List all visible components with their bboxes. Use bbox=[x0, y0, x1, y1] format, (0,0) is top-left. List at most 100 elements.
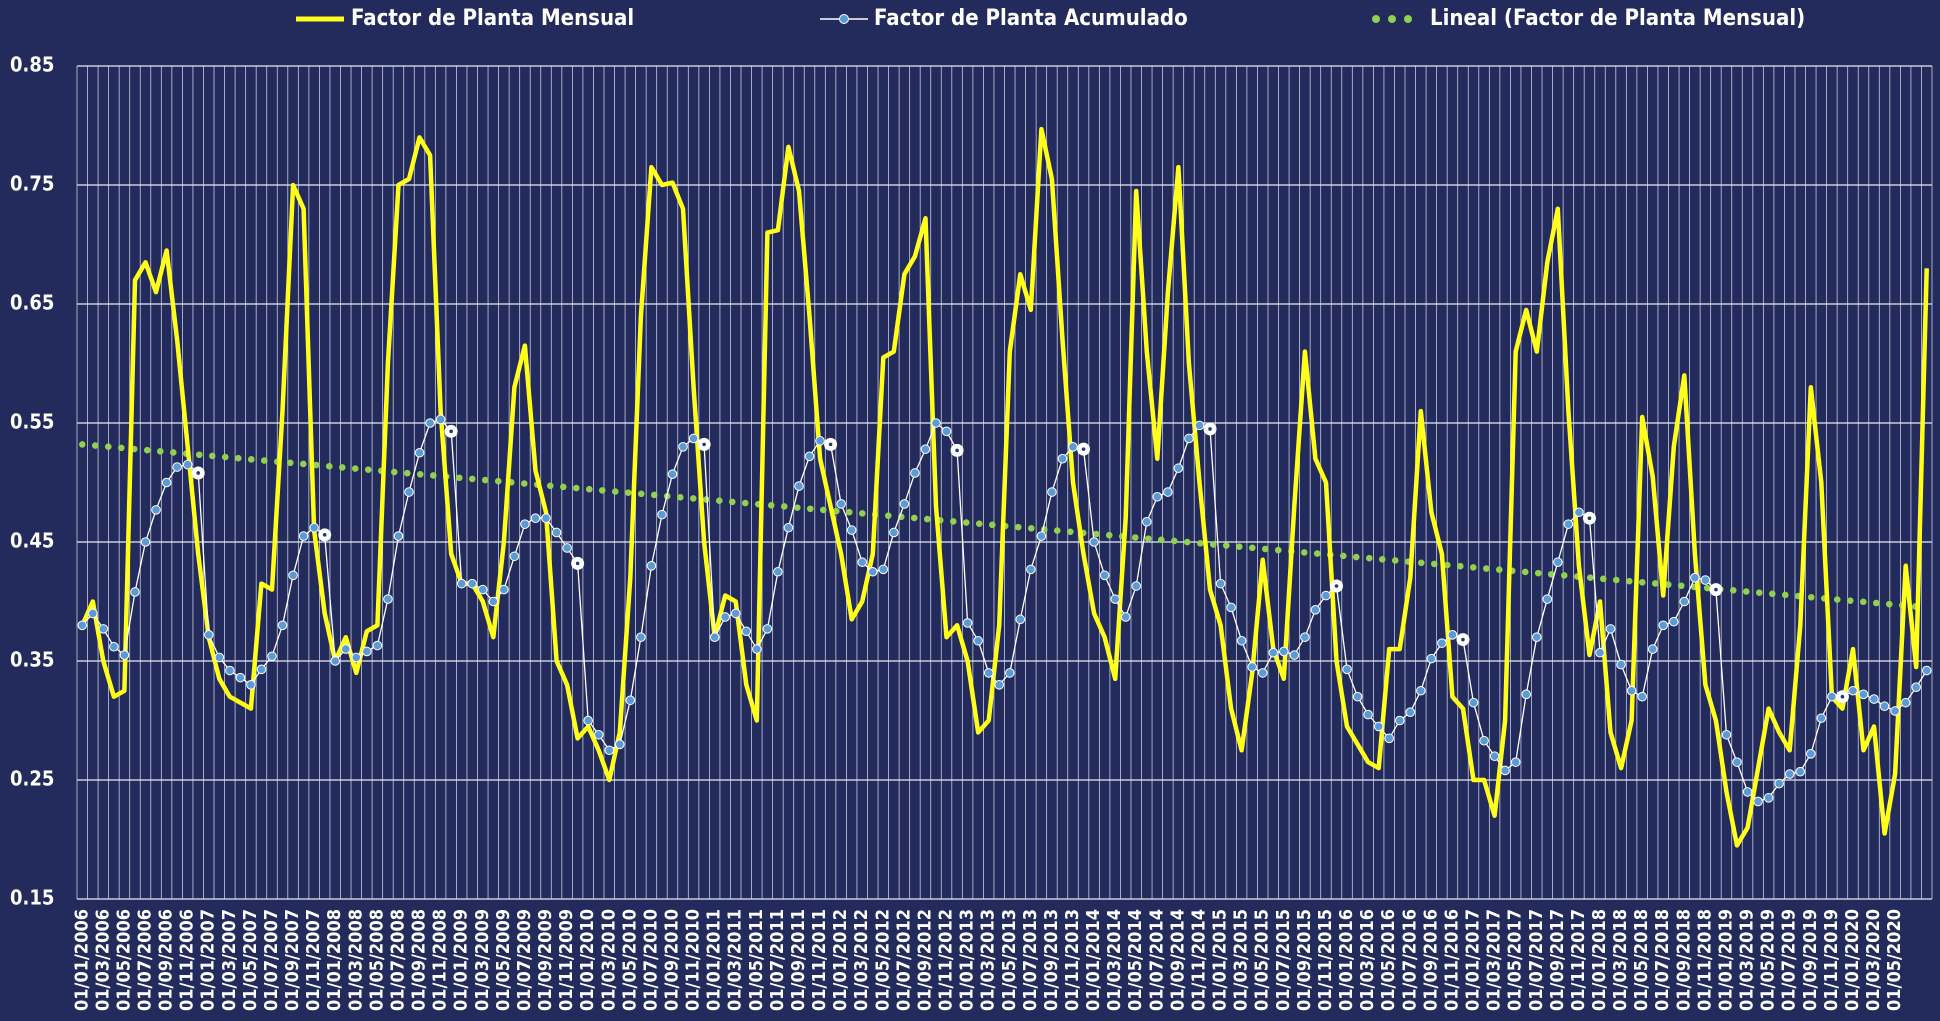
cumulative-point bbox=[815, 436, 825, 446]
x-tick-label: 01/09/2015 bbox=[1294, 909, 1315, 1011]
trend-dot bbox=[416, 470, 424, 478]
x-tick-label: 01/01/2014 bbox=[1083, 909, 1104, 1011]
cumulative-point bbox=[1700, 575, 1711, 585]
cumulative-point-core bbox=[1081, 447, 1086, 451]
cumulative-point bbox=[235, 672, 246, 683]
cumulative-point bbox=[604, 745, 615, 756]
x-tick-label: 01/11/2011 bbox=[809, 909, 830, 1011]
cumulative-point bbox=[172, 462, 182, 472]
cumulative-point bbox=[1805, 749, 1816, 759]
cumulative-point bbox=[1437, 638, 1447, 648]
trend-dot bbox=[572, 484, 580, 492]
x-tick-label: 01/01/2010 bbox=[577, 909, 598, 1011]
trend-dot bbox=[1274, 546, 1282, 554]
x-tick-label: 01/11/2017 bbox=[1568, 909, 1589, 1011]
cumulative-point bbox=[88, 608, 98, 619]
x-tick-label: 01/01/2020 bbox=[1842, 909, 1863, 1011]
cumulative-point bbox=[330, 656, 341, 666]
trend-dot bbox=[468, 475, 476, 483]
legend-label: Factor de Planta Mensual bbox=[351, 6, 634, 31]
x-tick-label: 01/09/2019 bbox=[1800, 909, 1821, 1011]
x-tick-label: 01/05/2012 bbox=[872, 909, 893, 1011]
y-tick-label: 0.45 bbox=[10, 529, 54, 553]
cumulative-point bbox=[562, 543, 572, 553]
cumulative-point bbox=[962, 618, 973, 628]
trend-dot bbox=[117, 444, 125, 452]
cumulative-point bbox=[1574, 507, 1584, 518]
cumulative-point bbox=[1405, 707, 1416, 717]
cumulative-point bbox=[1289, 650, 1300, 660]
x-tick-label: 01/07/2010 bbox=[640, 909, 661, 1011]
trend-dot bbox=[1638, 579, 1646, 586]
trend-dot bbox=[247, 456, 255, 463]
x-tick-label: 01/07/2006 bbox=[135, 909, 156, 1011]
cumulative-point bbox=[1721, 729, 1732, 740]
cumulative-point bbox=[1468, 697, 1479, 708]
trend-dot bbox=[1105, 531, 1113, 539]
cumulative-point bbox=[256, 664, 267, 675]
cumulative-point bbox=[1342, 664, 1352, 675]
trend-dot bbox=[793, 504, 801, 511]
x-tick-label: 01/09/2017 bbox=[1547, 909, 1568, 1011]
cumulative-point bbox=[1848, 685, 1858, 696]
trend-dot bbox=[351, 465, 359, 472]
trend-dot bbox=[91, 442, 99, 449]
x-tick-label: 01/07/2015 bbox=[1273, 909, 1294, 1011]
cumulative-point bbox=[1447, 630, 1458, 640]
cumulative-point bbox=[709, 632, 720, 643]
trend-dot bbox=[702, 496, 710, 503]
x-tick-label: 01/03/2012 bbox=[851, 909, 872, 1011]
trend-dot bbox=[1885, 600, 1893, 608]
trend-dot bbox=[1547, 570, 1555, 578]
y-tick-label: 0.15 bbox=[10, 886, 54, 910]
trend-dot bbox=[1339, 552, 1347, 560]
cumulative-point bbox=[1479, 735, 1489, 746]
cumulative-point-core bbox=[1714, 587, 1718, 592]
trend-dot bbox=[338, 464, 346, 471]
x-tick-label: 01/03/2011 bbox=[725, 909, 746, 1011]
trend-dot bbox=[1261, 545, 1269, 553]
x-tick-label: 01/09/2009 bbox=[535, 909, 556, 1011]
trend-dot bbox=[1053, 527, 1061, 534]
trend-dot bbox=[1183, 538, 1191, 546]
cumulative-point bbox=[1026, 564, 1036, 575]
x-tick-label: 01/01/2011 bbox=[704, 909, 725, 1011]
trend-dot bbox=[559, 483, 567, 491]
cumulative-point bbox=[1658, 620, 1669, 631]
trend-dot bbox=[624, 489, 632, 496]
cumulative-point bbox=[1068, 442, 1078, 452]
trend-dot bbox=[715, 497, 723, 505]
x-tick-label: 01/03/2009 bbox=[472, 909, 493, 1011]
cumulative-point bbox=[351, 652, 362, 663]
cumulative-point bbox=[109, 641, 119, 652]
x-tick-label: 01/03/2006 bbox=[92, 909, 113, 1011]
cumulative-point bbox=[404, 487, 414, 497]
trend-dot bbox=[1872, 599, 1880, 607]
trend-dot bbox=[1768, 590, 1776, 598]
x-tick-label: 01/01/2017 bbox=[1463, 909, 1484, 1011]
trend-dot bbox=[78, 441, 86, 448]
trend-dot bbox=[520, 480, 528, 487]
x-tick-label: 01/07/2019 bbox=[1779, 909, 1800, 1011]
cumulative-point-core bbox=[1587, 516, 1592, 520]
y-tick-label: 0.35 bbox=[10, 648, 54, 672]
trend-dot bbox=[1300, 549, 1308, 556]
cumulative-point-core bbox=[1461, 637, 1465, 642]
x-tick-label: 01/03/2008 bbox=[345, 909, 366, 1011]
cumulative-point-core bbox=[1334, 584, 1339, 588]
cumulative-point bbox=[1394, 715, 1405, 726]
trend-dot bbox=[1222, 542, 1230, 549]
x-tick-label: 01/01/2007 bbox=[198, 909, 219, 1011]
cumulative-point bbox=[646, 561, 657, 571]
trend-dot bbox=[767, 502, 775, 509]
trend-dot bbox=[1443, 561, 1451, 569]
trend-dot bbox=[143, 446, 151, 454]
x-tick-label: 01/01/2015 bbox=[1210, 909, 1231, 1011]
cumulative-point bbox=[1416, 685, 1426, 696]
x-tick-label: 01/01/2009 bbox=[451, 909, 472, 1011]
trend-dot bbox=[988, 521, 996, 529]
x-tick-label: 01/03/2018 bbox=[1610, 909, 1631, 1011]
cumulative-point bbox=[151, 505, 161, 515]
cumulative-line bbox=[81, 418, 1928, 803]
cumulative-point bbox=[1521, 689, 1532, 700]
